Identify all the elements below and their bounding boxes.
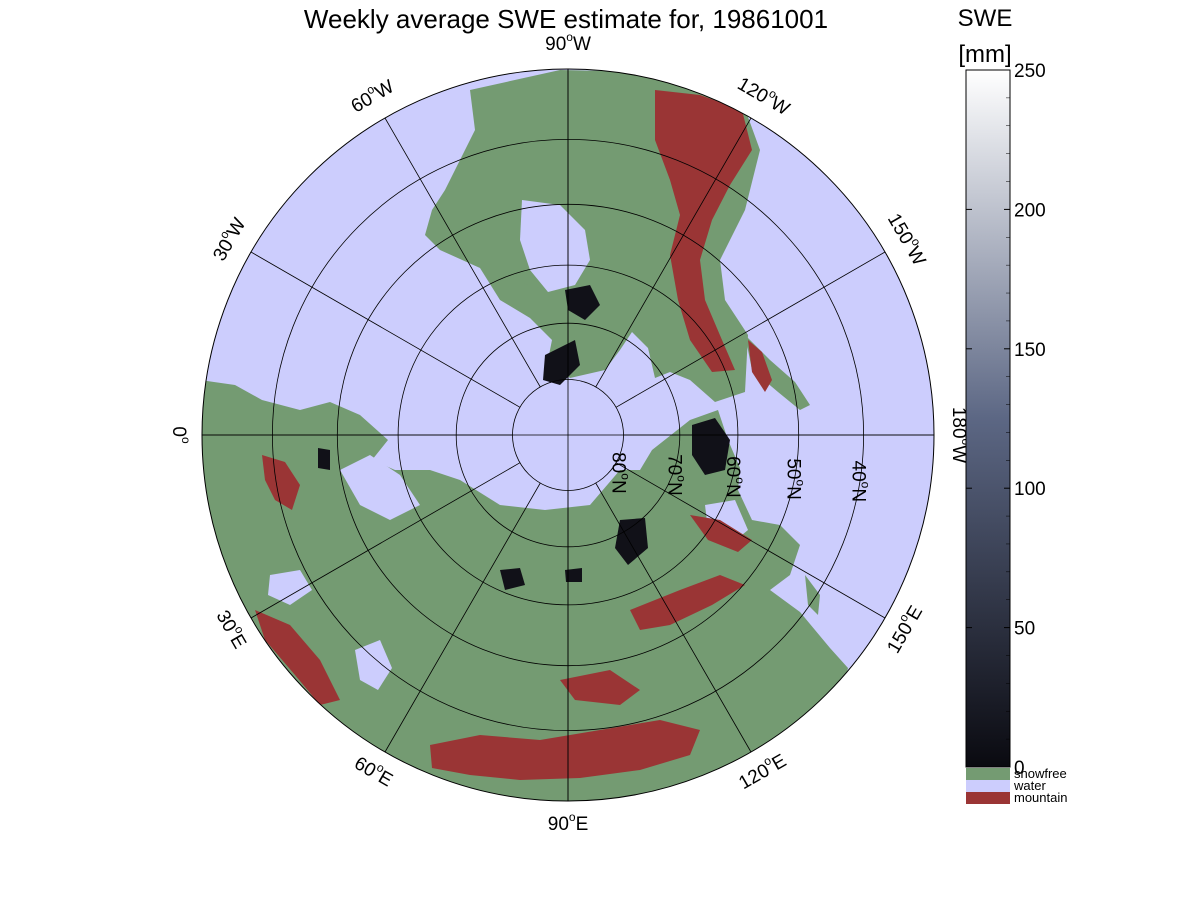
longitude-label: 90oE xyxy=(548,810,589,835)
meridian-line xyxy=(250,462,521,619)
snow-patches xyxy=(318,285,730,590)
meridian-line xyxy=(615,462,886,619)
svg-text:80oN: 80oN xyxy=(607,452,632,494)
svg-text:30oW: 30oW xyxy=(206,213,250,265)
longitude-label: 60oE xyxy=(350,750,398,792)
meridian-line xyxy=(384,117,541,388)
mountain-regions xyxy=(255,90,772,780)
svalbard-snow xyxy=(318,448,330,470)
svg-text:90oE: 90oE xyxy=(548,810,589,835)
colorbar-tick-label: 150 xyxy=(1014,340,1046,361)
latitude-label: 50oN xyxy=(783,458,808,500)
colorbar-tick-label: 200 xyxy=(1014,200,1046,221)
category-label-snowfree: snowfree xyxy=(1014,766,1067,781)
east-asia-islands-land xyxy=(760,560,820,615)
longitude-label: 120oW xyxy=(734,70,795,120)
category-label-water: water xyxy=(1013,778,1046,793)
baltic-water xyxy=(340,455,420,520)
svg-text:60oN: 60oN xyxy=(722,456,747,498)
svg-text:50oN: 50oN xyxy=(783,458,808,500)
longitude-label: 60oW xyxy=(346,73,398,117)
latitude-label: 80oN xyxy=(607,452,632,494)
colorbar-tick-label: 100 xyxy=(1014,479,1046,500)
svg-text:120oW: 120oW xyxy=(734,70,795,120)
svg-text:60oW: 60oW xyxy=(346,73,398,117)
chukotka-snow xyxy=(692,418,730,475)
canadian-archipelago-snow xyxy=(543,340,580,385)
svg-text:70oN: 70oN xyxy=(664,454,689,496)
svg-text:90oW: 90oW xyxy=(545,30,591,55)
longitude-label: 30oW xyxy=(206,213,250,265)
svg-text:40oN: 40oN xyxy=(847,461,872,503)
rockies-mountain xyxy=(655,90,752,372)
svg-text:30oE: 30oE xyxy=(211,605,253,653)
hudson-bay-water xyxy=(520,200,590,292)
andes-north-mountain xyxy=(748,340,772,392)
black-sea-water xyxy=(268,570,312,605)
meridian-line xyxy=(250,251,521,408)
colorbar-label-swe: SWE xyxy=(958,5,1013,32)
novaya-snow xyxy=(565,568,582,582)
svg-text:180oW: 180oW xyxy=(948,407,973,463)
colorbar-tick-label: 250 xyxy=(1014,61,1046,82)
svg-text:0o: 0o xyxy=(168,426,193,444)
category-swatch-mountain xyxy=(966,792,1010,804)
meridian-line xyxy=(595,482,752,753)
kamchatka-mountain xyxy=(690,515,752,552)
category-label-mountain: mountain xyxy=(1014,790,1067,805)
himalaya-mountain xyxy=(430,720,700,780)
caspian-water xyxy=(355,640,392,690)
colorbar-gradient xyxy=(965,69,1011,768)
longitude-label: 0o xyxy=(168,426,193,444)
colorbar: SWE [mm] 0 50 100 150 200 250 snowfreewatermo… xyxy=(958,5,1068,805)
meridian-line xyxy=(615,251,886,408)
map-title: Weekly average SWE estimate for, 1986100… xyxy=(304,4,828,34)
colorbar-ticks: 0 50 100 150 200 250 xyxy=(966,61,1046,779)
east-siberia-mountain xyxy=(630,575,745,630)
taymyr-snow xyxy=(500,568,525,590)
latitude-label: 60oN xyxy=(722,456,747,498)
latitude-labels: 80oN 70oN 60oN 50oN 40oN xyxy=(607,452,872,502)
canadian-arctic-snow xyxy=(565,285,600,320)
svg-text:150oW: 150oW xyxy=(883,208,933,269)
longitude-label: 150oW xyxy=(883,208,933,269)
category-swatch-water xyxy=(966,780,1010,792)
meridian-line xyxy=(384,482,541,753)
colorbar-tick-label: 0 xyxy=(1014,758,1025,779)
longitude-label: 30oE xyxy=(211,605,253,653)
graticule xyxy=(202,69,934,801)
longitude-label: 90oW xyxy=(545,30,591,55)
alps-mountain xyxy=(255,610,340,705)
siberia-snow xyxy=(615,518,648,565)
longitude-label: 180oW xyxy=(948,407,973,463)
category-swatch-snowfree xyxy=(966,768,1010,780)
central-asia-mountain xyxy=(560,670,640,705)
colorbar-label-unit: [mm] xyxy=(958,41,1011,68)
meridian-line xyxy=(595,117,752,388)
colorbar-tick-label: 50 xyxy=(1014,619,1035,640)
latitude-label: 70oN xyxy=(664,454,689,496)
arctic-sea-water xyxy=(455,320,548,400)
scandinavia-mountain xyxy=(262,455,300,510)
map-boundary xyxy=(201,68,935,802)
latitude-label: 40oN xyxy=(847,461,872,503)
inland-water xyxy=(268,200,748,690)
svg-text:60oE: 60oE xyxy=(350,750,398,792)
